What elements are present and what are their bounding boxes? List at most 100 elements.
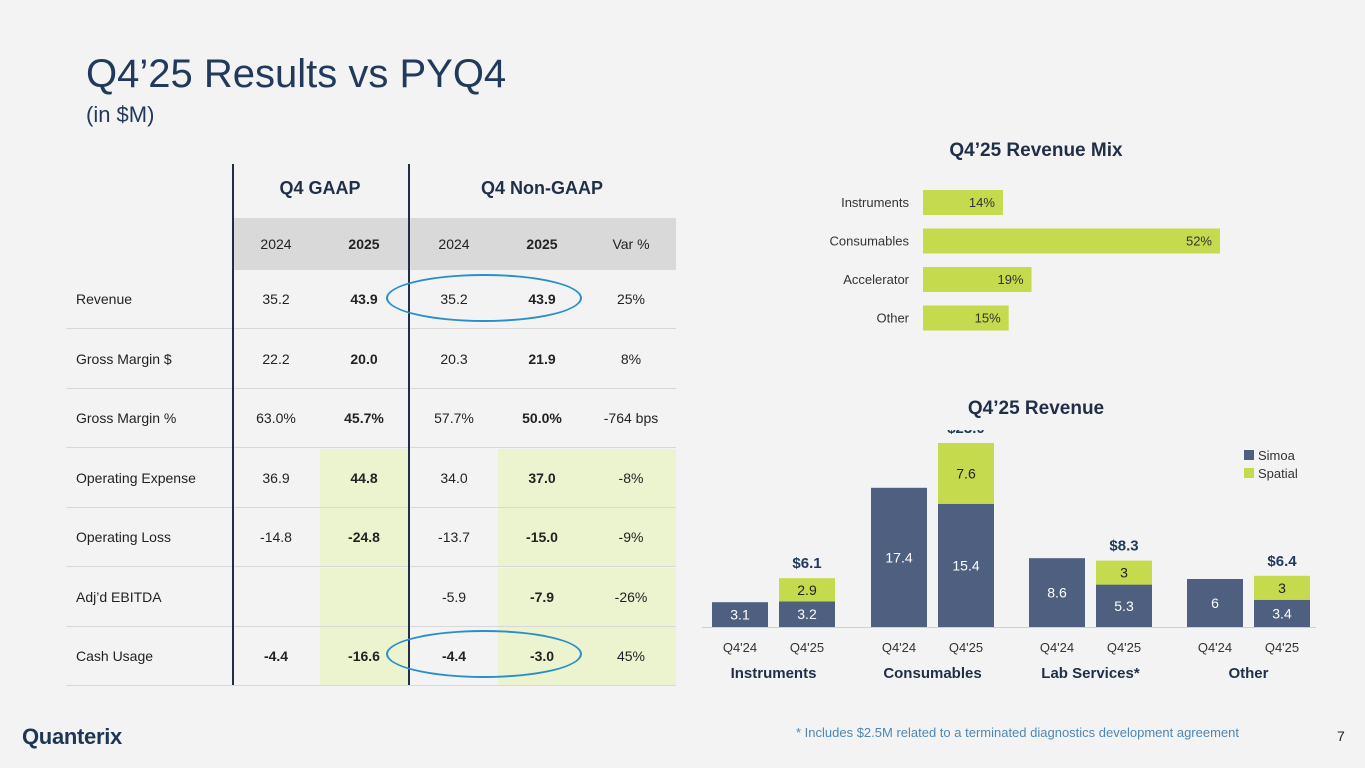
mix-category-label: Accelerator (843, 272, 909, 287)
table-cell: -24.8 (320, 508, 408, 566)
revenue-mix-chart: Instruments 14% Consumables 52% Accelerator 1… (830, 190, 1220, 331)
table-row: Adj’d EBITDA -5.9 -7.9 -26% (66, 567, 676, 627)
mix-bar (923, 190, 1003, 215)
simoa-value-label: 8.6 (1047, 585, 1067, 601)
table-cell: 34.0 (440, 469, 468, 486)
simoa-value-label: 15.4 (952, 557, 979, 573)
simoa-bar (938, 503, 994, 627)
simoa-bar (1187, 579, 1243, 627)
table-row: Cash Usage -4.4 -16.6 -4.4 -3.0 45% (66, 627, 676, 686)
table-cell: -7.9 (498, 567, 586, 626)
table-cell: 63.0% (256, 410, 296, 426)
simoa-value-label: 17.4 (885, 549, 912, 565)
simoa-value-label: 5.3 (1114, 598, 1134, 614)
spatial-bar (779, 578, 835, 602)
table-cell: 20.3 (440, 350, 468, 367)
table-cell: 37.0 (498, 448, 586, 507)
page-number: 7 (1337, 728, 1345, 744)
table-row: Revenue 35.2 43.9 35.2 43.9 25% (66, 270, 676, 329)
simoa-value-label: 3.4 (1272, 605, 1292, 621)
row-label: Operating Expense (76, 469, 196, 486)
total-label: $6.1 (792, 555, 821, 572)
period-tick-label: Q4'24 (1198, 640, 1232, 655)
spatial-value-label: 2.9 (797, 582, 817, 598)
simoa-bar (1029, 558, 1085, 627)
table-cell: -764 bps (603, 410, 659, 426)
col-nongaap-2025: 2025 (526, 236, 558, 252)
legend-simoa-label: Simoa (1258, 448, 1296, 463)
mix-bar (923, 305, 1009, 331)
revenue-stacked-chart: 3.1 Q4'24 3.2 2.9 $6.1 Q4'25 Instruments 17.4 Q4… (702, 430, 1316, 682)
mix-bar (923, 228, 1220, 254)
revenue-chart-title: Q4’25 Revenue (967, 398, 1105, 419)
row-label: Gross Margin $ (76, 350, 172, 367)
table-cell (320, 567, 408, 626)
total-label: $6.4 (1267, 553, 1297, 570)
col-gaap-2024: 2024 (260, 236, 292, 252)
cash-usage-highlight-circle (386, 630, 582, 678)
spatial-value-label: 7.6 (956, 465, 976, 481)
table-cell: -8% (586, 448, 676, 507)
row-label: Gross Margin % (76, 410, 177, 426)
col-var: Var % (612, 236, 650, 252)
col-nongaap-2024: 2024 (438, 236, 470, 252)
table-cell: 45.7% (344, 410, 384, 426)
table-row: Operating Loss -14.8 -24.8 -13.7 -15.0 -9% (66, 508, 676, 567)
period-tick-label: Q4'24 (882, 640, 916, 655)
table-cell: 25% (616, 291, 646, 307)
revenue-highlight-circle (386, 274, 582, 322)
table-cell: -15.0 (498, 508, 586, 566)
row-label: Operating Loss (76, 529, 171, 545)
simoa-bar (779, 601, 835, 627)
table-cell: 22.2 (262, 350, 290, 367)
simoa-bar (712, 602, 768, 627)
revenue-mix-title: Q4’25 Revenue Mix (949, 140, 1123, 161)
total-label: $8.3 (1109, 538, 1138, 555)
simoa-bar (1096, 584, 1152, 627)
table-cell: 45% (586, 627, 676, 685)
group-label: Other (1228, 665, 1268, 682)
mix-value-label: 19% (997, 272, 1023, 287)
table-row: Gross Margin $ 22.2 20.0 20.3 21.9 8% (66, 330, 676, 389)
row-label: Cash Usage (76, 648, 154, 664)
slide-title: Q4’25 Results vs PYQ4 (86, 52, 507, 96)
legend-spatial-swatch (1244, 468, 1254, 478)
table-cell: 50.0% (522, 410, 562, 426)
table-cell: 43.9 (350, 291, 378, 307)
table-cell: -26% (586, 567, 676, 626)
period-tick-label: Q4'24 (723, 640, 757, 655)
table-cell: -13.7 (438, 529, 470, 545)
mix-bar (923, 267, 1032, 292)
group-label: Instruments (731, 665, 817, 682)
spatial-bar (1096, 560, 1152, 585)
table-cell: 20.0 (350, 350, 378, 367)
quanterix-logo: Quanterix (22, 724, 122, 749)
row-label: Adj’d EBITDA (76, 588, 162, 605)
column-header-row: 2024 2025 2024 2025 Var % (232, 218, 676, 270)
group-label: Lab Services* (1041, 665, 1140, 682)
table-cell (232, 568, 320, 626)
mix-category-label: Instruments (841, 195, 909, 210)
table-cell: 57.7% (434, 410, 474, 426)
spatial-bar (1254, 575, 1310, 600)
table-cell: 44.8 (320, 448, 408, 507)
table-cell: 35.2 (262, 291, 290, 307)
period-tick-label: Q4'25 (1107, 640, 1141, 655)
spatial-value-label: 3 (1278, 580, 1286, 596)
mix-value-label: 14% (969, 195, 995, 210)
table-cell: 21.9 (528, 350, 556, 367)
table-cell: -4.4 (263, 648, 289, 664)
spatial-bar (938, 443, 994, 504)
slide-subtitle: (in $M) (86, 102, 155, 127)
period-tick-label: Q4'25 (790, 640, 824, 655)
mix-value-label: 15% (975, 311, 1001, 326)
mix-category-label: Other (876, 311, 909, 326)
non-gaap-header: Q4 Non-GAAP (480, 178, 603, 198)
table-cell: -5.9 (441, 588, 467, 605)
table-row: Operating Expense 36.9 44.8 34.0 37.0 -8% (66, 448, 676, 508)
period-tick-label: Q4'25 (949, 640, 983, 655)
total-label: $23.0 (947, 430, 985, 437)
spatial-value-label: 3 (1120, 565, 1128, 581)
table-cell: 8% (620, 350, 642, 367)
table-row: Gross Margin % 63.0% 45.7% 57.7% 50.0% -764 b… (66, 389, 676, 448)
